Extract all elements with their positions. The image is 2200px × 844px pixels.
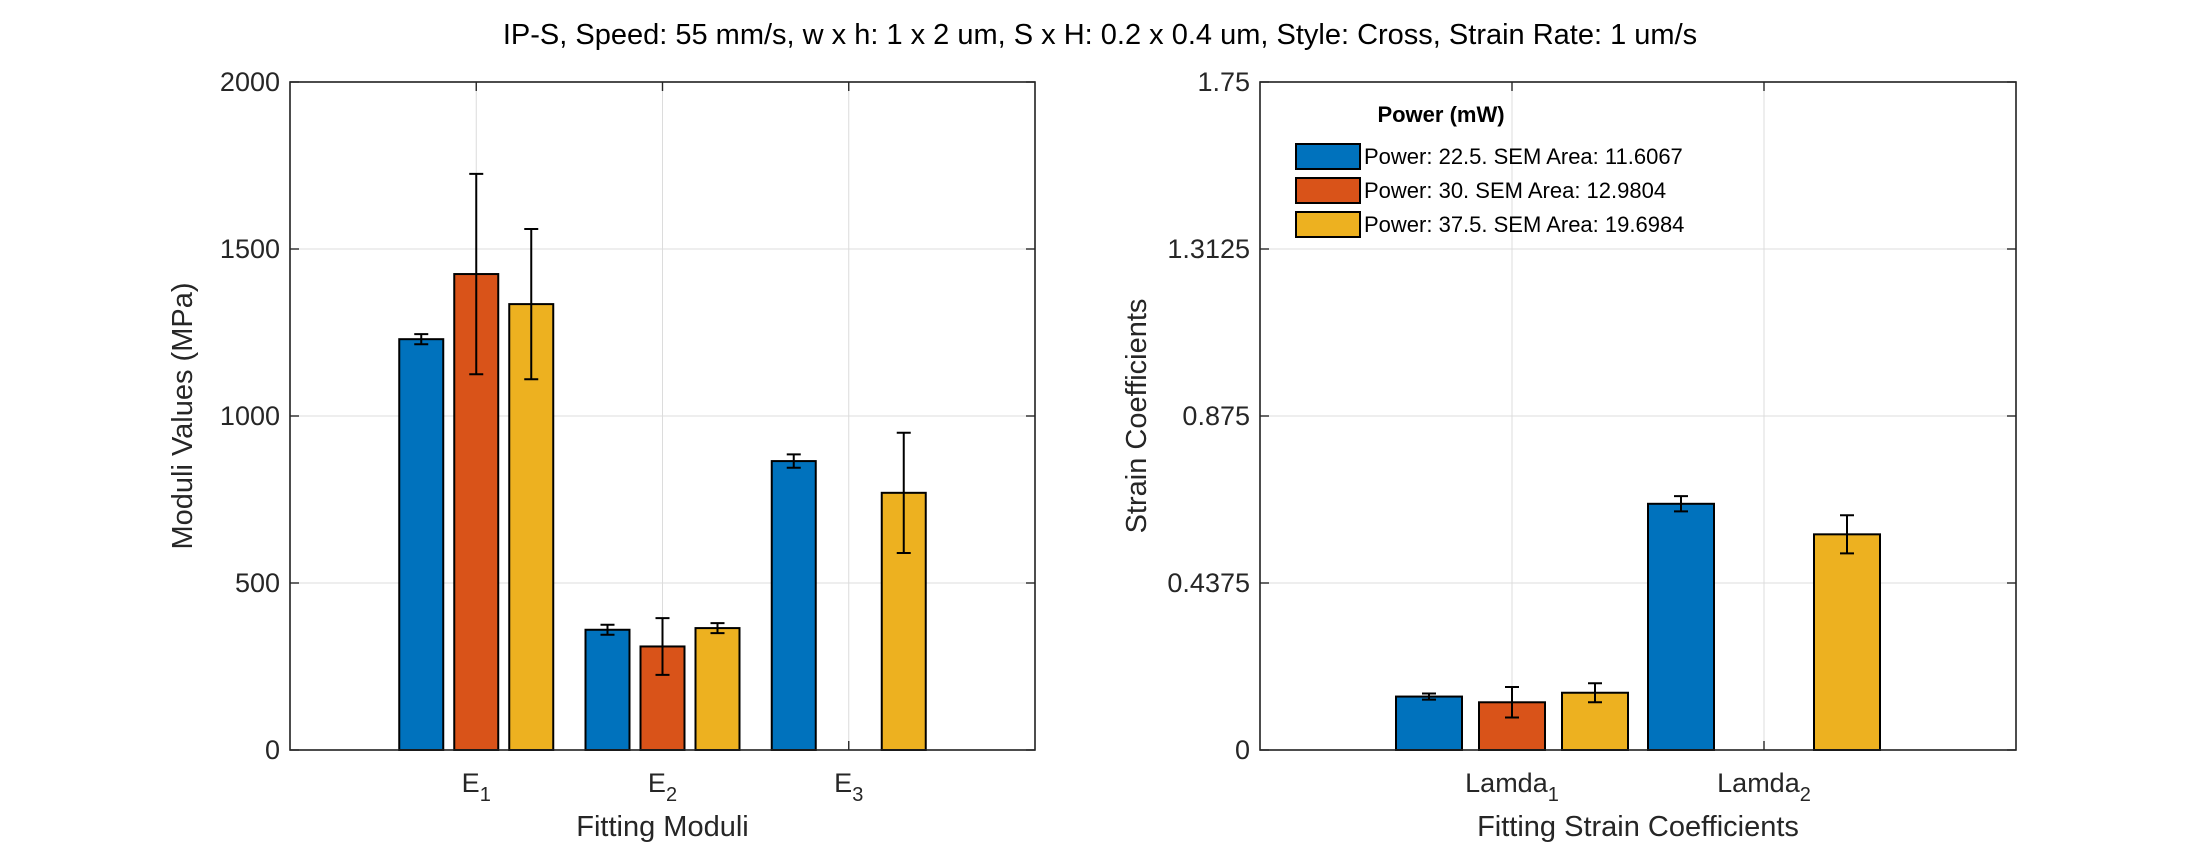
bar <box>694 627 741 752</box>
error-bar <box>896 431 911 554</box>
bar <box>1813 533 1881 751</box>
bar <box>398 338 445 751</box>
x-tick-label: Lamda1 <box>1465 768 1559 806</box>
error-bar <box>1422 692 1436 701</box>
x-tick-label: E2 <box>648 768 677 806</box>
legend: Power (mW) Power: 22.5. SEM Area: 11.6067… <box>1295 102 1684 238</box>
error-bar <box>655 617 670 676</box>
legend-swatch <box>1295 143 1361 170</box>
legend-entry: Power: 37.5. SEM Area: 19.6984 <box>1364 212 1684 237</box>
figure-title: IP-S, Speed: 55 mm/s, w x h: 1 x 2 um, S… <box>503 19 1697 51</box>
error-bar <box>786 453 801 469</box>
legend-entry: Power: 22.5. SEM Area: 11.6067 <box>1364 144 1683 169</box>
legend-swatch <box>1295 211 1361 238</box>
error-bar <box>600 623 615 636</box>
y-tick-label: 1.3125 <box>1167 234 1250 264</box>
y-tick-label: 0.875 <box>1182 401 1250 431</box>
y-axis-label: Strain Coefficients <box>1121 299 1153 534</box>
legend-entry: Power: 30. SEM Area: 12.9804 <box>1364 178 1666 203</box>
axis-box <box>1259 81 2017 751</box>
error-bar <box>1840 514 1854 555</box>
legend-swatch <box>1295 177 1361 204</box>
error-bar <box>1505 686 1519 719</box>
error-bar <box>524 227 539 381</box>
x-tick-label: E3 <box>834 768 863 806</box>
error-bar <box>1588 682 1602 704</box>
axis-box <box>289 81 1036 751</box>
chart-1: 0 500 1000 1500 2000 E1 E2 E3 Fitting Moduli Modu… <box>167 67 1036 843</box>
y-axis-label: Moduli Values (MPa) <box>167 282 199 549</box>
y-tick-label: 2000 <box>220 67 280 97</box>
plots-group: 0 500 1000 1500 2000 E1 E2 E3 Fitting Moduli Modu… <box>167 67 2017 843</box>
y-tick-label: 1.75 <box>1197 67 1250 97</box>
y-tick-label: 0 <box>265 735 280 765</box>
legend-title: Power (mW) <box>1377 102 1504 127</box>
y-tick-label: 1000 <box>220 401 280 431</box>
y-tick-label: 500 <box>235 568 280 598</box>
error-bar <box>1674 495 1688 513</box>
bar <box>1395 695 1463 751</box>
bar <box>584 628 631 752</box>
x-axis-label: Fitting Moduli <box>576 811 748 843</box>
bar <box>770 460 817 751</box>
error-bar <box>710 622 725 635</box>
y-tick-label: 0 <box>1235 735 1250 765</box>
bar <box>1647 502 1715 751</box>
y-tick-label: 0.4375 <box>1167 568 1250 598</box>
x-axis-label: Fitting Strain Coefficients <box>1477 811 1799 843</box>
chart-2: 0 0.4375 0.875 1.3125 1.75 Lamda1 Lamda2 Fittin… <box>1121 67 2017 843</box>
x-tick-label: E1 <box>462 768 491 806</box>
error-bar <box>469 172 484 376</box>
x-tick-label: Lamda2 <box>1717 768 1811 806</box>
error-bar <box>414 333 429 346</box>
y-tick-label: 1500 <box>220 234 280 264</box>
